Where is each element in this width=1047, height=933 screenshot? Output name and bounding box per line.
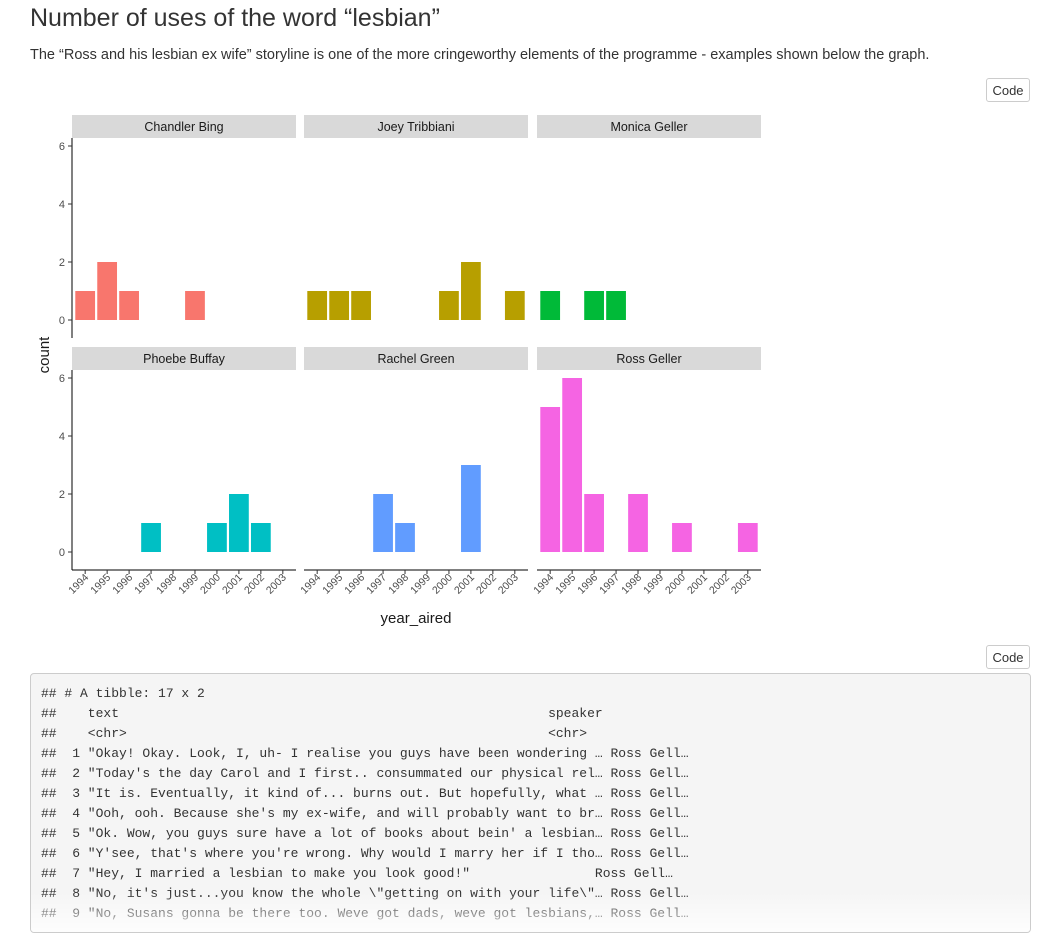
x-tick-label: 2003 <box>729 572 754 597</box>
output-line: ## 3 "It is. Eventually, it kind of... b… <box>41 786 689 801</box>
bar <box>329 291 350 320</box>
bar <box>439 291 459 320</box>
output-line: ## # A tibble: 17 x 2 <box>41 686 205 701</box>
x-tick-label: 2003 <box>264 572 289 597</box>
y-tick-label: 4 <box>59 431 65 443</box>
output-line: ## 2 "Today's the day Carol and I first.… <box>41 766 689 781</box>
bar <box>75 291 96 320</box>
bar <box>540 291 561 320</box>
x-tick-label: 2001 <box>685 572 710 597</box>
facet-strip <box>304 347 528 370</box>
x-tick-label: 1998 <box>386 572 411 597</box>
x-tick-label: 2001 <box>220 572 245 597</box>
bar <box>207 523 227 552</box>
y-tick-label: 6 <box>59 373 65 385</box>
y-tick-label: 0 <box>59 315 65 327</box>
x-tick-label: 1995 <box>320 572 345 597</box>
output-line: ## 7 "Hey, I married a lesbian to make y… <box>41 866 673 881</box>
x-tick-label: 1998 <box>154 572 179 597</box>
bar <box>584 494 604 552</box>
faceted-bar-chart: Chandler Bing 0 2 4 6 Joey Tribbiani Monica Ge… <box>36 115 761 627</box>
bar <box>461 465 481 552</box>
bar <box>351 291 371 320</box>
y-tick-label: 0 <box>59 547 65 559</box>
facet-label: Chandler Bing <box>144 120 223 134</box>
bar <box>395 523 415 552</box>
output-line: ## 9 "No, Susans gonna be there too. Wev… <box>41 906 689 921</box>
bar <box>307 291 328 320</box>
facet-label: Phoebe Buffay <box>143 352 226 366</box>
bar <box>373 494 393 552</box>
output-line: ## text speaker <box>41 706 603 721</box>
x-tick-label: 1999 <box>408 572 433 597</box>
bar <box>672 523 692 552</box>
code-output: ## # A tibble: 17 x 2 ## text speaker ## <… <box>30 673 1031 933</box>
bar <box>628 494 648 552</box>
x-tick-label: 1994 <box>298 572 323 597</box>
x-tick-label: 1999 <box>176 572 201 597</box>
bar <box>562 378 583 552</box>
output-line: ## <chr> <chr> <box>41 726 588 741</box>
facet-strip <box>537 347 761 370</box>
output-line: ## 5 "Ok. Wow, you guys sure have a lot … <box>41 826 689 841</box>
x-tick-label: 2002 <box>707 572 732 597</box>
page-description: The “Ross and his lesbian ex wife” story… <box>30 47 930 63</box>
bar <box>504 291 525 320</box>
x-tick-label: 1995 <box>88 572 113 597</box>
output-lines: ## # A tibble: 17 x 2 ## text speaker ## <… <box>41 684 1030 924</box>
x-tick-label: 1996 <box>342 572 367 597</box>
facet-strip <box>537 115 761 138</box>
x-tick-label: 1996 <box>575 572 600 597</box>
x-tick-label: 1997 <box>364 572 389 597</box>
bar <box>229 494 249 552</box>
y-tick-label: 2 <box>59 257 65 269</box>
x-tick-label: 2000 <box>198 572 223 597</box>
bar <box>97 262 118 320</box>
output-line: ## 8 "No, it's just...you know the whole… <box>41 886 689 901</box>
code-button[interactable]: Code <box>986 645 1030 669</box>
bar <box>119 291 139 320</box>
y-axis-title: count <box>36 336 53 374</box>
x-tick-label: 1997 <box>597 572 622 597</box>
bar <box>737 523 758 552</box>
bar <box>461 262 481 320</box>
facet-label: Monica Geller <box>610 120 687 134</box>
x-tick-label: 2002 <box>474 572 499 597</box>
facet-label: Joey Tribbiani <box>377 120 454 134</box>
x-tick-label: 2002 <box>242 572 267 597</box>
bar <box>584 291 604 320</box>
x-tick-label: 2000 <box>663 572 688 597</box>
x-axis-title: year_aired <box>381 610 452 627</box>
x-tick-label: 1994 <box>531 572 556 597</box>
y-tick-label: 4 <box>59 199 65 211</box>
facet-strip <box>72 115 296 138</box>
y-tick-label: 6 <box>59 141 65 153</box>
y-tick-label: 2 <box>59 489 65 501</box>
x-tick-label: 2003 <box>496 572 521 597</box>
x-tick-label: 2000 <box>430 572 455 597</box>
facet-strip <box>72 347 296 370</box>
x-tick-label: 2001 <box>452 572 477 597</box>
bar <box>141 523 161 552</box>
bar <box>606 291 626 320</box>
x-tick-label: 1998 <box>619 572 644 597</box>
output-line: ## 4 "Ooh, ooh. Because she's my ex-wife… <box>41 806 689 821</box>
output-line: ## 6 "Y'see, that's where you're wrong. … <box>41 846 689 861</box>
bar <box>540 407 561 552</box>
x-tick-label: 1995 <box>553 572 578 597</box>
output-line: ## 1 "Okay! Okay. Look, I, uh- I realise… <box>41 746 689 761</box>
bar <box>185 291 205 320</box>
x-tick-label: 1996 <box>110 572 135 597</box>
x-tick-label: 1999 <box>641 572 666 597</box>
x-tick-label: 1997 <box>132 572 157 597</box>
facet-label: Rachel Green <box>377 352 454 366</box>
facet-strip <box>304 115 528 138</box>
bar <box>250 523 271 552</box>
page-title: Number of uses of the word “lesbian” <box>30 4 440 32</box>
facet-label: Ross Geller <box>616 352 681 366</box>
code-button[interactable]: Code <box>986 78 1030 102</box>
x-tick-label: 1994 <box>66 572 91 597</box>
